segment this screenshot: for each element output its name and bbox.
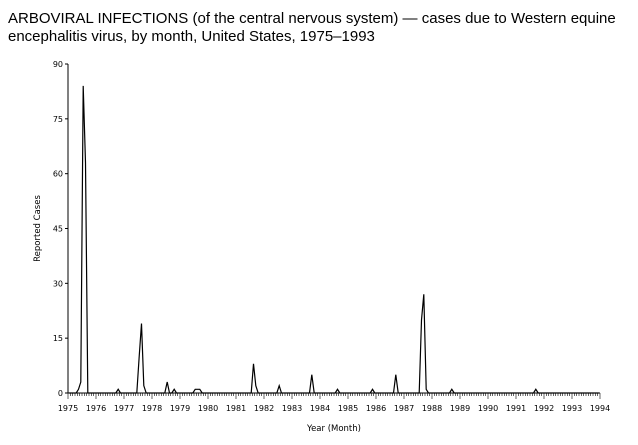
y-tick-label: 0 bbox=[58, 389, 63, 398]
y-tick-label: 30 bbox=[53, 279, 63, 288]
y-tick-label: 75 bbox=[53, 115, 63, 124]
x-tick-label: 1975 bbox=[58, 404, 78, 413]
x-tick-label: 1990 bbox=[478, 404, 498, 413]
x-tick-label: 1989 bbox=[450, 404, 470, 413]
chart-title: ARBOVIRAL INFECTIONS (of the central ner… bbox=[8, 10, 616, 45]
x-axis-label: Year (Month) bbox=[306, 424, 361, 434]
y-tick-label: 90 bbox=[53, 60, 63, 69]
y-tick-label: 60 bbox=[53, 170, 63, 179]
x-tick-label: 1987 bbox=[394, 404, 414, 413]
y-tick-label: 45 bbox=[53, 225, 63, 234]
x-tick-label: 1983 bbox=[282, 404, 302, 413]
y-axis-label: Reported Cases bbox=[33, 195, 43, 262]
x-tick-label: 1979 bbox=[170, 404, 190, 413]
x-tick-label: 1980 bbox=[198, 404, 218, 413]
x-tick-label: 1991 bbox=[506, 404, 526, 413]
x-tick-label: 1981 bbox=[226, 404, 246, 413]
x-tick-label: 1988 bbox=[422, 404, 442, 413]
x-tick-label: 1978 bbox=[142, 404, 162, 413]
x-tick-label: 1993 bbox=[562, 404, 582, 413]
x-tick-label: 1976 bbox=[86, 404, 106, 413]
x-tick-label: 1985 bbox=[338, 404, 358, 413]
x-tick-label: 1982 bbox=[254, 404, 274, 413]
x-tick-label: 1994 bbox=[590, 404, 610, 413]
x-tick-label: 1986 bbox=[366, 404, 386, 413]
x-tick-label: 1977 bbox=[114, 404, 134, 413]
y-tick-label: 15 bbox=[53, 334, 63, 343]
series-line bbox=[69, 85, 599, 394]
x-tick-label: 1992 bbox=[534, 404, 554, 413]
x-tick-label: 1984 bbox=[310, 404, 330, 413]
